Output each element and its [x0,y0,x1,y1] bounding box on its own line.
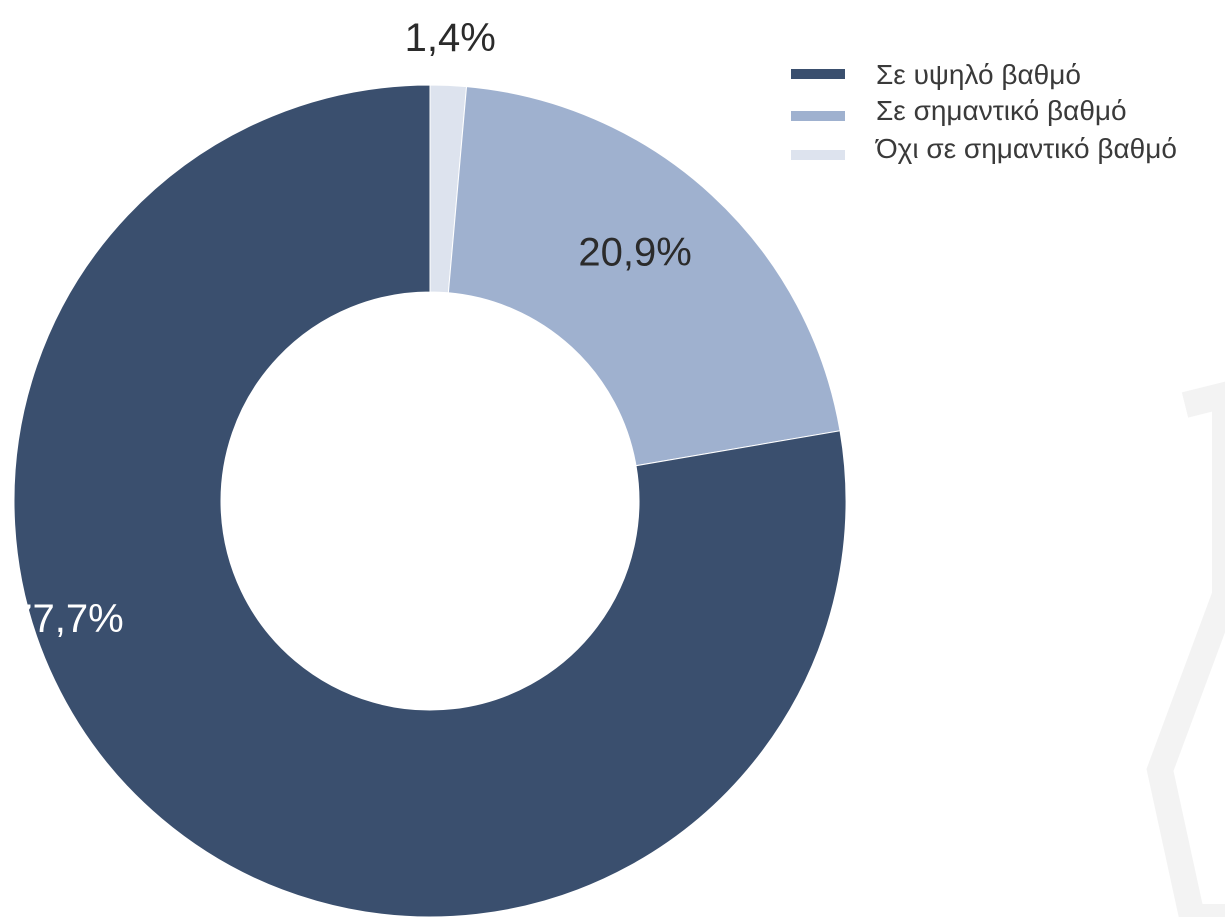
slice-high [13,84,847,917]
legend: Σε υψηλό βαθμό Σε σημαντικό βαθμό Όχι σε… [791,59,1177,164]
label-high: 77,7% [10,597,123,641]
data-labels: 1,4% 20,9% 77,7% [10,16,692,641]
background-decoration [1146,381,1225,917]
legend-swatch-not-significant [791,150,845,160]
legend-swatch-significant [791,111,845,121]
label-significant: 20,9% [578,230,691,274]
legend-label-high: Σε υψηλό βαθμό [876,59,1081,90]
slice-significant [447,86,841,467]
donut-slices [13,84,847,917]
label-not-significant: 1,4% [405,16,496,60]
legend-label-significant: Σε σημαντικό βαθμό [876,95,1127,126]
legend-swatch-high [791,69,845,79]
legend-label-not-significant: Όχι σε σημαντικό βαθμό [875,133,1177,164]
